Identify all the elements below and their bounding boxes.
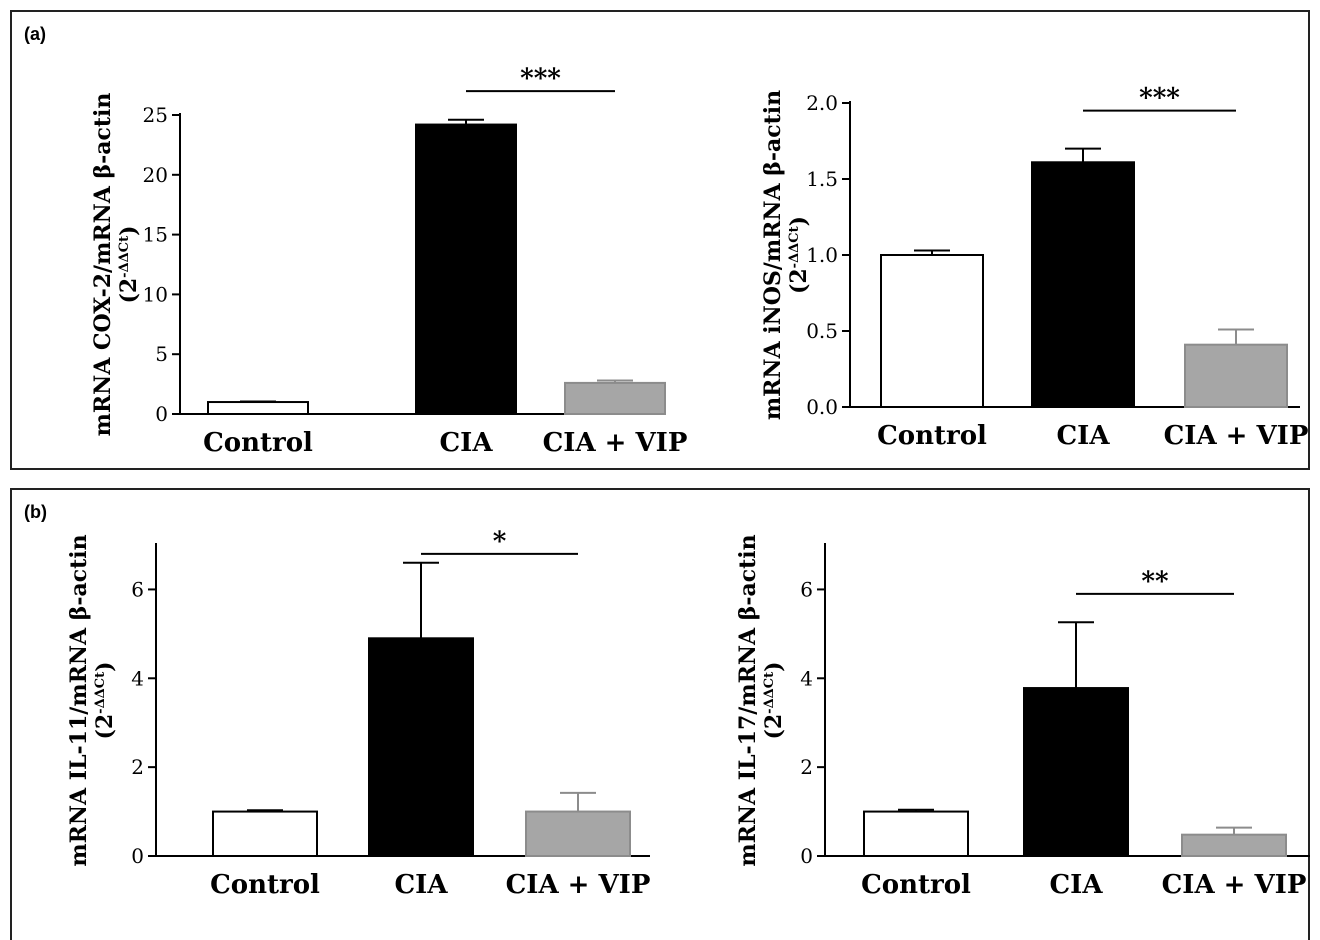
chart0-bar-cia — [415, 123, 517, 416]
chart0-y-tick-label: 5 — [155, 342, 168, 366]
chart3-bar-cia — [1023, 687, 1129, 857]
chart0-bar-control — [207, 401, 309, 416]
chart1-y-tick-label: 0.5 — [806, 319, 838, 343]
chart2-category-label-control: Control — [210, 870, 320, 900]
chart2-y-tick-label: 2 — [131, 755, 144, 779]
chart2-category-label-cia: CIA — [394, 870, 448, 900]
chart3-category-label-cia-vip: CIA + VIP — [1162, 870, 1307, 900]
chart3-category-label-cia: CIA — [1049, 870, 1103, 900]
panel-label-b: (b) — [24, 502, 47, 522]
chart1-y-tick-label: 0.0 — [806, 395, 838, 419]
chart1-y-axis-label: mRNA iNOS/mRNA β-actin (2-ΔΔCt) — [760, 90, 812, 420]
chart3-y-tick-label: 6 — [800, 577, 813, 601]
chart1-y-tick-label: 1.0 — [806, 243, 838, 267]
chart3-y-axis-label: mRNA IL-17/mRNA β-actin (2-ΔΔCt) — [735, 534, 787, 866]
chart1-category-label-control: Control — [877, 421, 987, 451]
chart1-bar-cia-vip — [1184, 343, 1288, 408]
chart3-y-tick-label: 0 — [800, 844, 813, 868]
il11-bar-chart: 0 2 4 6 Control CIA CIA + VIP * mRNA IL-11/mRNA … — [66, 527, 651, 900]
chart2-bar-control — [212, 810, 318, 858]
chart1-y-axis-title: mRNA iNOS/mRNA β-actin — [760, 90, 786, 420]
chart2-y-axis-unit: (2-ΔΔCt) — [92, 661, 118, 739]
chart3-significance-label: ** — [1141, 567, 1169, 597]
chart1-significance-label: *** — [1139, 84, 1180, 114]
chart3-category-label-control: Control — [861, 870, 971, 900]
chart0-category-label-control: Control — [203, 428, 313, 458]
inos-bar-chart: 0.0 0.5 1.0 1.5 2.0 Control CIA CIA + VIP *** mRN… — [760, 84, 1309, 451]
chart0-significance-label: *** — [520, 64, 561, 94]
chart1-category-label-cia-vip: CIA + VIP — [1164, 421, 1309, 451]
chart0-category-label-cia-vip: CIA + VIP — [543, 428, 688, 458]
chart1-bar-control — [880, 254, 984, 408]
chart3-y-tick-label: 4 — [800, 666, 813, 690]
cox2-bar-chart: 0 5 10 15 20 25 Control CIA CIA + VIP *** mRNA COX… — [90, 64, 687, 458]
chart3-y-axis-unit: (2-ΔΔCt) — [761, 661, 787, 739]
chart3-y-axis-title: mRNA IL-17/mRNA β-actin — [735, 534, 761, 866]
chart2-bar-cia-vip — [525, 810, 631, 858]
chart3-bar-control — [863, 810, 969, 858]
chart0-y-axis-label: mRNA COX-2/mRNA β-actin (2-ΔΔCt) — [90, 93, 142, 437]
chart0-y-tick-label: 20 — [143, 163, 168, 187]
chart0-category-label-cia: CIA — [439, 428, 493, 458]
chart1-y-tick-label: 2.0 — [806, 91, 838, 115]
chart2-category-label-cia-vip: CIA + VIP — [506, 870, 651, 900]
panel-label-a: (a) — [24, 24, 46, 44]
chart2-y-tick-label: 4 — [131, 666, 144, 690]
chart0-y-tick-label: 10 — [143, 282, 168, 306]
chart2-y-tick-label: 6 — [131, 577, 144, 601]
il17-bar-chart: 0 2 4 6 Control CIA CIA + VIP ** mRNA IL-17/mRNA… — [735, 534, 1310, 900]
chart0-bar-cia-vip — [564, 381, 666, 415]
chart3-bar-cia-vip — [1181, 833, 1287, 857]
chart0-y-axis-title: mRNA COX-2/mRNA β-actin — [90, 93, 116, 437]
chart0-y-tick-label: 0 — [155, 402, 168, 426]
chart0-y-axis-unit: (2-ΔΔCt) — [116, 225, 142, 303]
chart0-y-tick-label: 15 — [143, 223, 168, 247]
chart3-y-tick-label: 2 — [800, 755, 813, 779]
chart2-y-axis-title: mRNA IL-11/mRNA β-actin — [66, 534, 92, 866]
chart2-significance-label: * — [493, 527, 507, 557]
chart2-y-axis-label: mRNA IL-11/mRNA β-actin (2-ΔΔCt) — [66, 534, 118, 866]
chart1-y-tick-label: 1.5 — [806, 167, 838, 191]
chart0-y-tick-label: 25 — [143, 103, 168, 127]
chart1-bar-cia — [1031, 161, 1135, 408]
chart1-y-axis-unit: (2-ΔΔCt) — [786, 216, 812, 294]
chart2-y-tick-label: 0 — [131, 844, 144, 868]
chart2-bar-cia — [368, 637, 474, 857]
chart1-category-label-cia: CIA — [1056, 421, 1110, 451]
